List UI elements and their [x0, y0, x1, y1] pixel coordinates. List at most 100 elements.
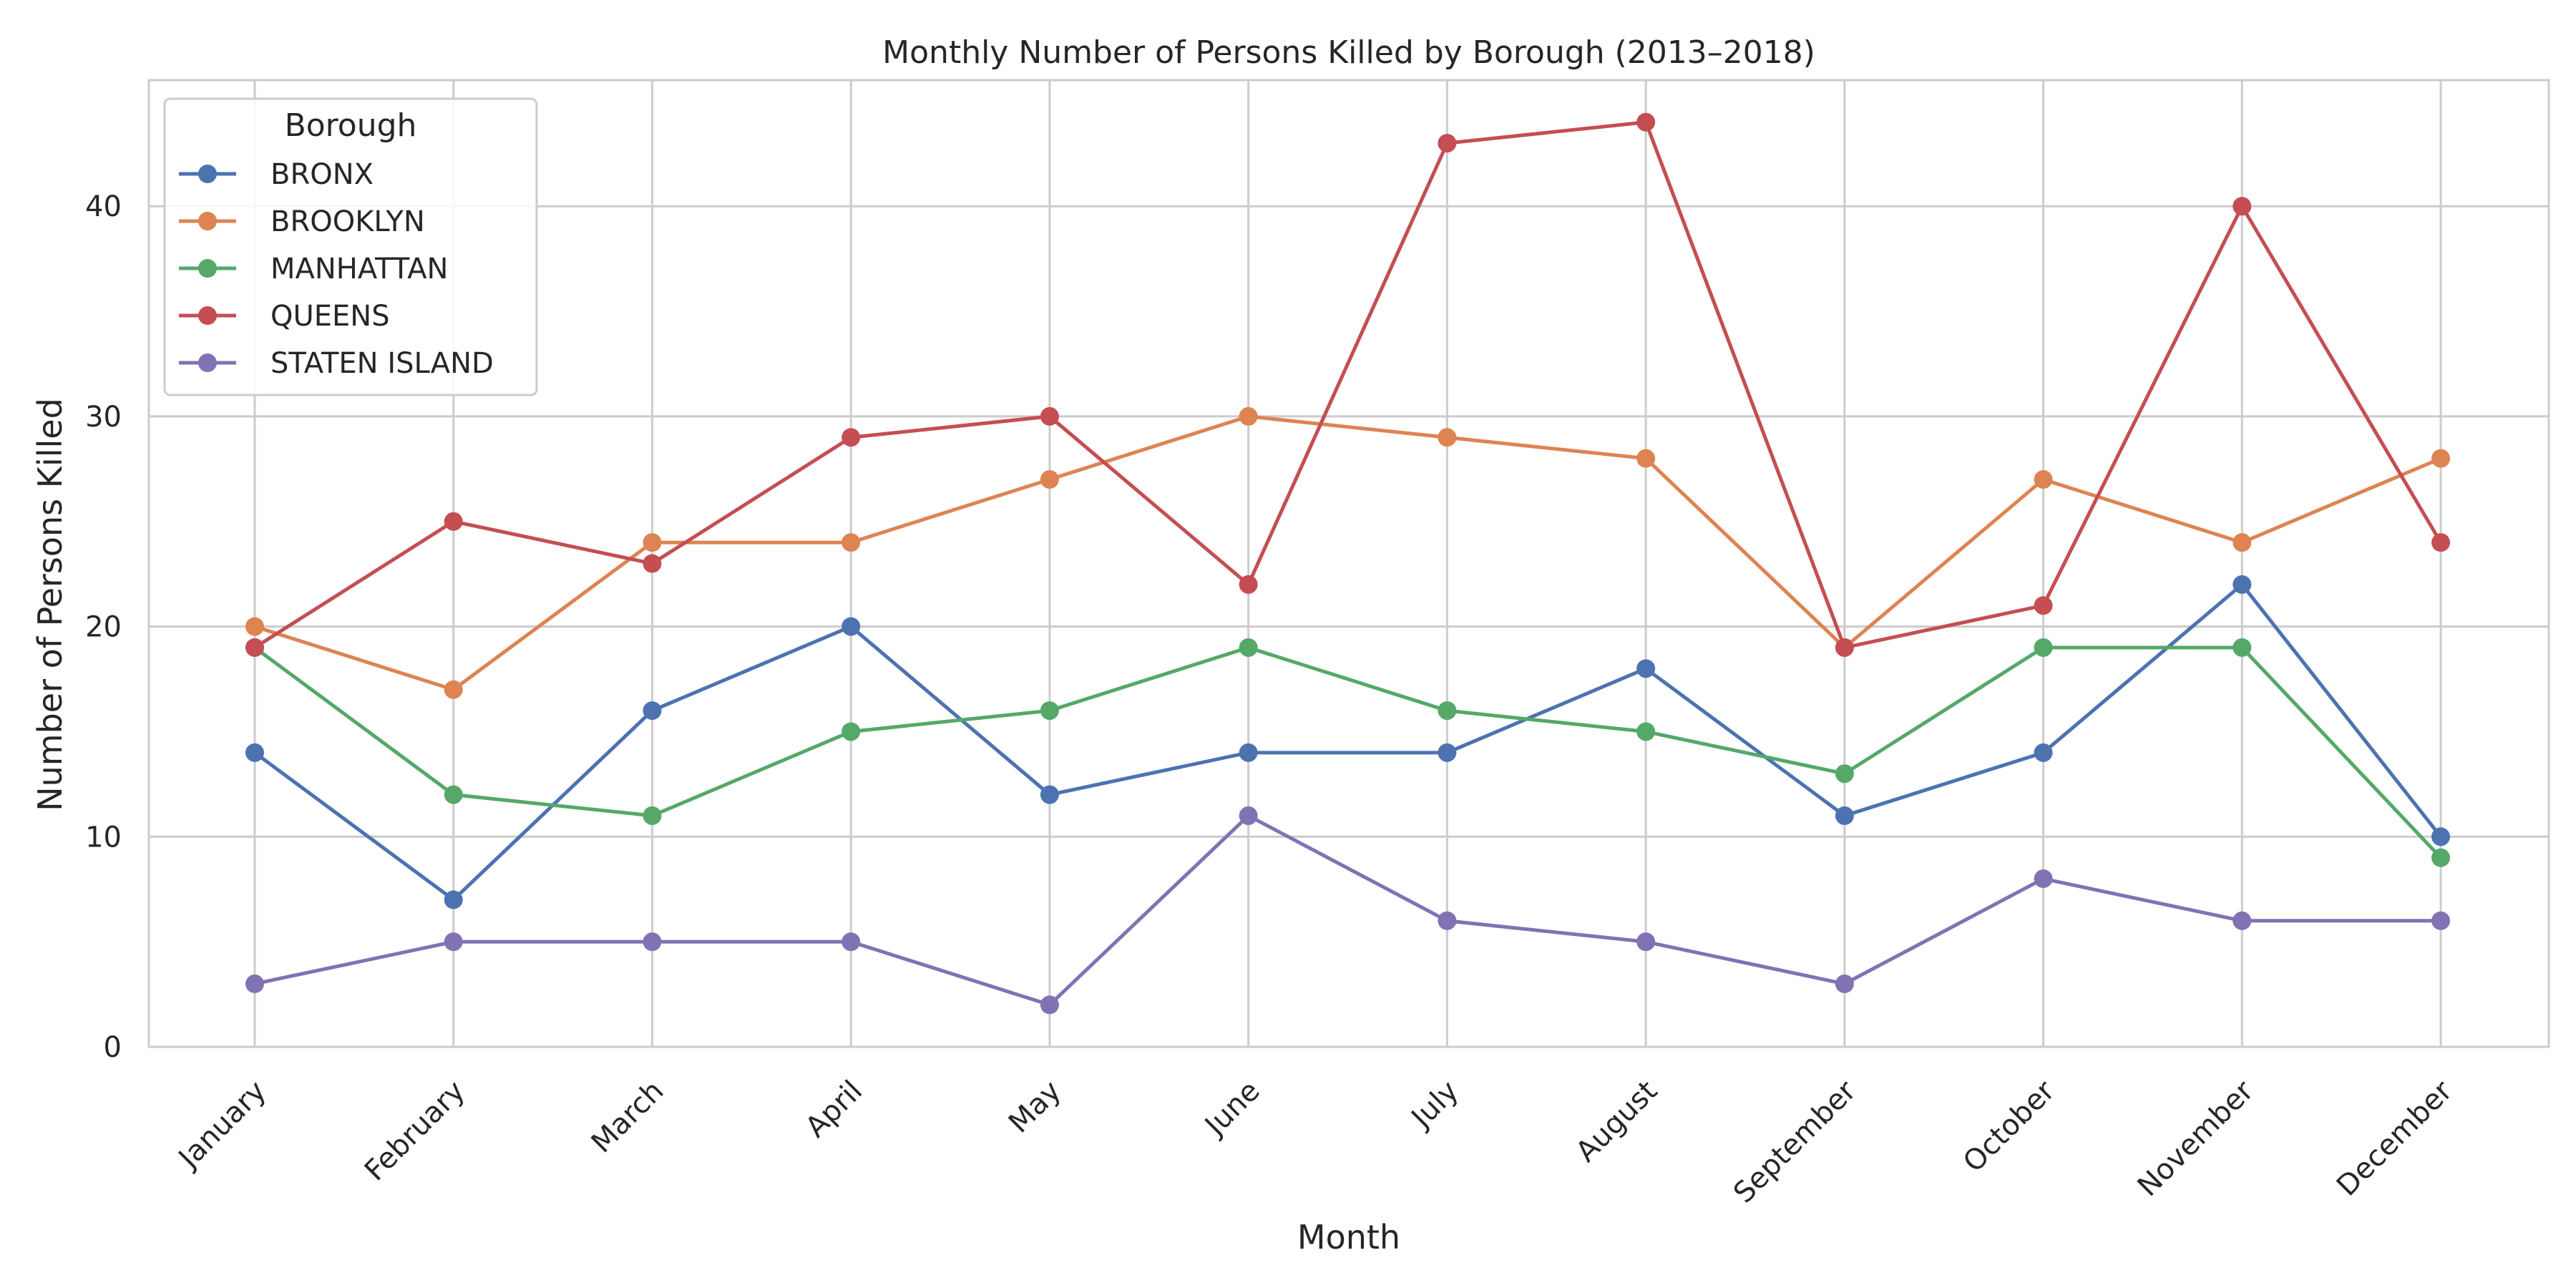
data-point-queens-october [2034, 596, 2053, 615]
data-point-staten-island-july [1438, 911, 1457, 930]
y-tick-label-0: 0 [104, 1031, 122, 1064]
data-point-manhattan-may [1040, 701, 1059, 721]
legend-label-bronx: BRONX [270, 158, 374, 191]
data-point-queens-april [841, 428, 861, 447]
legend-item-bronx: BRONX [179, 158, 374, 191]
data-point-queens-january [245, 638, 264, 657]
data-point-bronx-september [1835, 806, 1854, 825]
data-point-manhattan-september [1835, 764, 1854, 784]
series-staten-island [245, 806, 2450, 1015]
data-point-staten-island-april [841, 932, 861, 952]
legend-title: Borough [285, 107, 417, 144]
series-line-queens [253, 120, 2443, 650]
series-line-staten-island [253, 814, 2443, 1007]
series-brooklyn [245, 406, 2450, 699]
data-point-queens-august [1636, 112, 1656, 132]
y-axis-label: Number of Persons Killed [31, 398, 69, 811]
data-point-bronx-august [1636, 659, 1656, 678]
series-manhattan [245, 638, 2450, 867]
data-point-bronx-february [444, 890, 463, 909]
data-point-brooklyn-july [1438, 428, 1457, 447]
data-point-staten-island-june [1239, 806, 1258, 825]
data-point-queens-november [2233, 197, 2252, 216]
series-line-brooklyn [253, 414, 2443, 692]
legend-item-queens: QUEENS [179, 300, 390, 333]
y-tick-label-20: 20 [85, 611, 122, 644]
y-tick-label-10: 10 [85, 821, 122, 854]
data-point-brooklyn-january [245, 617, 264, 636]
data-point-staten-island-october [2034, 869, 2053, 889]
data-point-queens-september [1835, 638, 1854, 657]
data-point-staten-island-february [444, 932, 463, 952]
data-point-manhattan-december [2431, 848, 2450, 867]
series-line-bronx [253, 582, 2443, 902]
data-point-manhattan-july [1438, 701, 1457, 721]
series-line-manhattan [253, 645, 2443, 860]
data-point-staten-island-august [1636, 932, 1656, 952]
data-point-manhattan-march [643, 806, 662, 825]
legend-marker-staten-island [198, 353, 217, 372]
data-point-bronx-april [841, 617, 861, 636]
legend: Borough BRONX BROOKLYN MANHATTAN QUEENS STAT… [163, 97, 538, 396]
data-point-bronx-may [1040, 785, 1059, 804]
legend-label-manhattan: MANHATTAN [270, 253, 448, 286]
data-point-queens-june [1239, 575, 1258, 594]
data-point-manhattan-august [1636, 722, 1656, 741]
legend-marker-bronx [198, 165, 217, 183]
data-point-brooklyn-august [1636, 449, 1656, 468]
data-point-staten-island-september [1835, 974, 1854, 993]
data-point-brooklyn-april [841, 533, 861, 552]
series-lines [245, 112, 2450, 1015]
data-point-manhattan-february [444, 785, 463, 804]
data-point-staten-island-november [2233, 911, 2252, 930]
data-point-staten-island-may [1040, 995, 1059, 1015]
data-point-queens-july [1438, 134, 1457, 153]
series-queens [245, 112, 2450, 657]
y-tick-label-40: 40 [85, 190, 122, 223]
data-point-bronx-november [2233, 575, 2252, 594]
data-point-queens-december [2431, 533, 2450, 552]
plot-frame [147, 79, 2550, 1048]
data-point-bronx-january [245, 743, 264, 762]
data-point-manhattan-november [2233, 638, 2252, 657]
data-point-brooklyn-february [444, 680, 463, 699]
data-point-bronx-october [2034, 743, 2053, 762]
data-point-queens-february [444, 512, 463, 531]
data-point-bronx-july [1438, 743, 1457, 762]
data-point-queens-may [1040, 406, 1059, 426]
legend-label-queens: QUEENS [270, 300, 390, 333]
data-point-brooklyn-june [1239, 406, 1258, 426]
x-axis-label: Month [1297, 1218, 1400, 1257]
data-point-brooklyn-november [2233, 533, 2252, 552]
data-point-queens-march [643, 554, 662, 573]
data-point-bronx-june [1239, 743, 1258, 762]
data-point-staten-island-december [2431, 911, 2450, 930]
legend-item-staten-island: STATEN ISLAND [179, 347, 494, 380]
data-point-bronx-december [2431, 827, 2450, 847]
data-point-manhattan-june [1239, 638, 1258, 657]
legend-box [163, 97, 538, 396]
data-point-manhattan-october [2034, 638, 2053, 657]
legend-item-brooklyn: BROOKLYN [179, 205, 425, 238]
legend-label-brooklyn: BROOKLYN [270, 205, 425, 238]
data-point-bronx-march [643, 701, 662, 721]
legend-label-staten-island: STATEN ISLAND [270, 347, 494, 380]
data-point-manhattan-april [841, 722, 861, 741]
legend-marker-brooklyn [198, 212, 217, 230]
legend-item-manhattan: MANHATTAN [179, 253, 448, 286]
data-point-staten-island-january [245, 974, 264, 993]
data-point-staten-island-march [643, 932, 662, 952]
legend-marker-queens [198, 306, 217, 325]
grid-lines [149, 80, 2549, 1048]
series-bronx [245, 575, 2450, 909]
data-point-brooklyn-may [1040, 470, 1059, 489]
legend-items: BRONX BROOKLYN MANHATTAN QUEENS STATEN ISLAN… [179, 158, 494, 380]
chart-title: Monthly Number of Persons Killed by Boro… [882, 34, 1815, 71]
data-point-brooklyn-march [643, 533, 662, 552]
data-point-brooklyn-october [2034, 470, 2053, 489]
legend-marker-manhattan [198, 259, 217, 278]
y-tick-label-30: 30 [85, 401, 122, 434]
data-point-brooklyn-december [2431, 449, 2450, 468]
